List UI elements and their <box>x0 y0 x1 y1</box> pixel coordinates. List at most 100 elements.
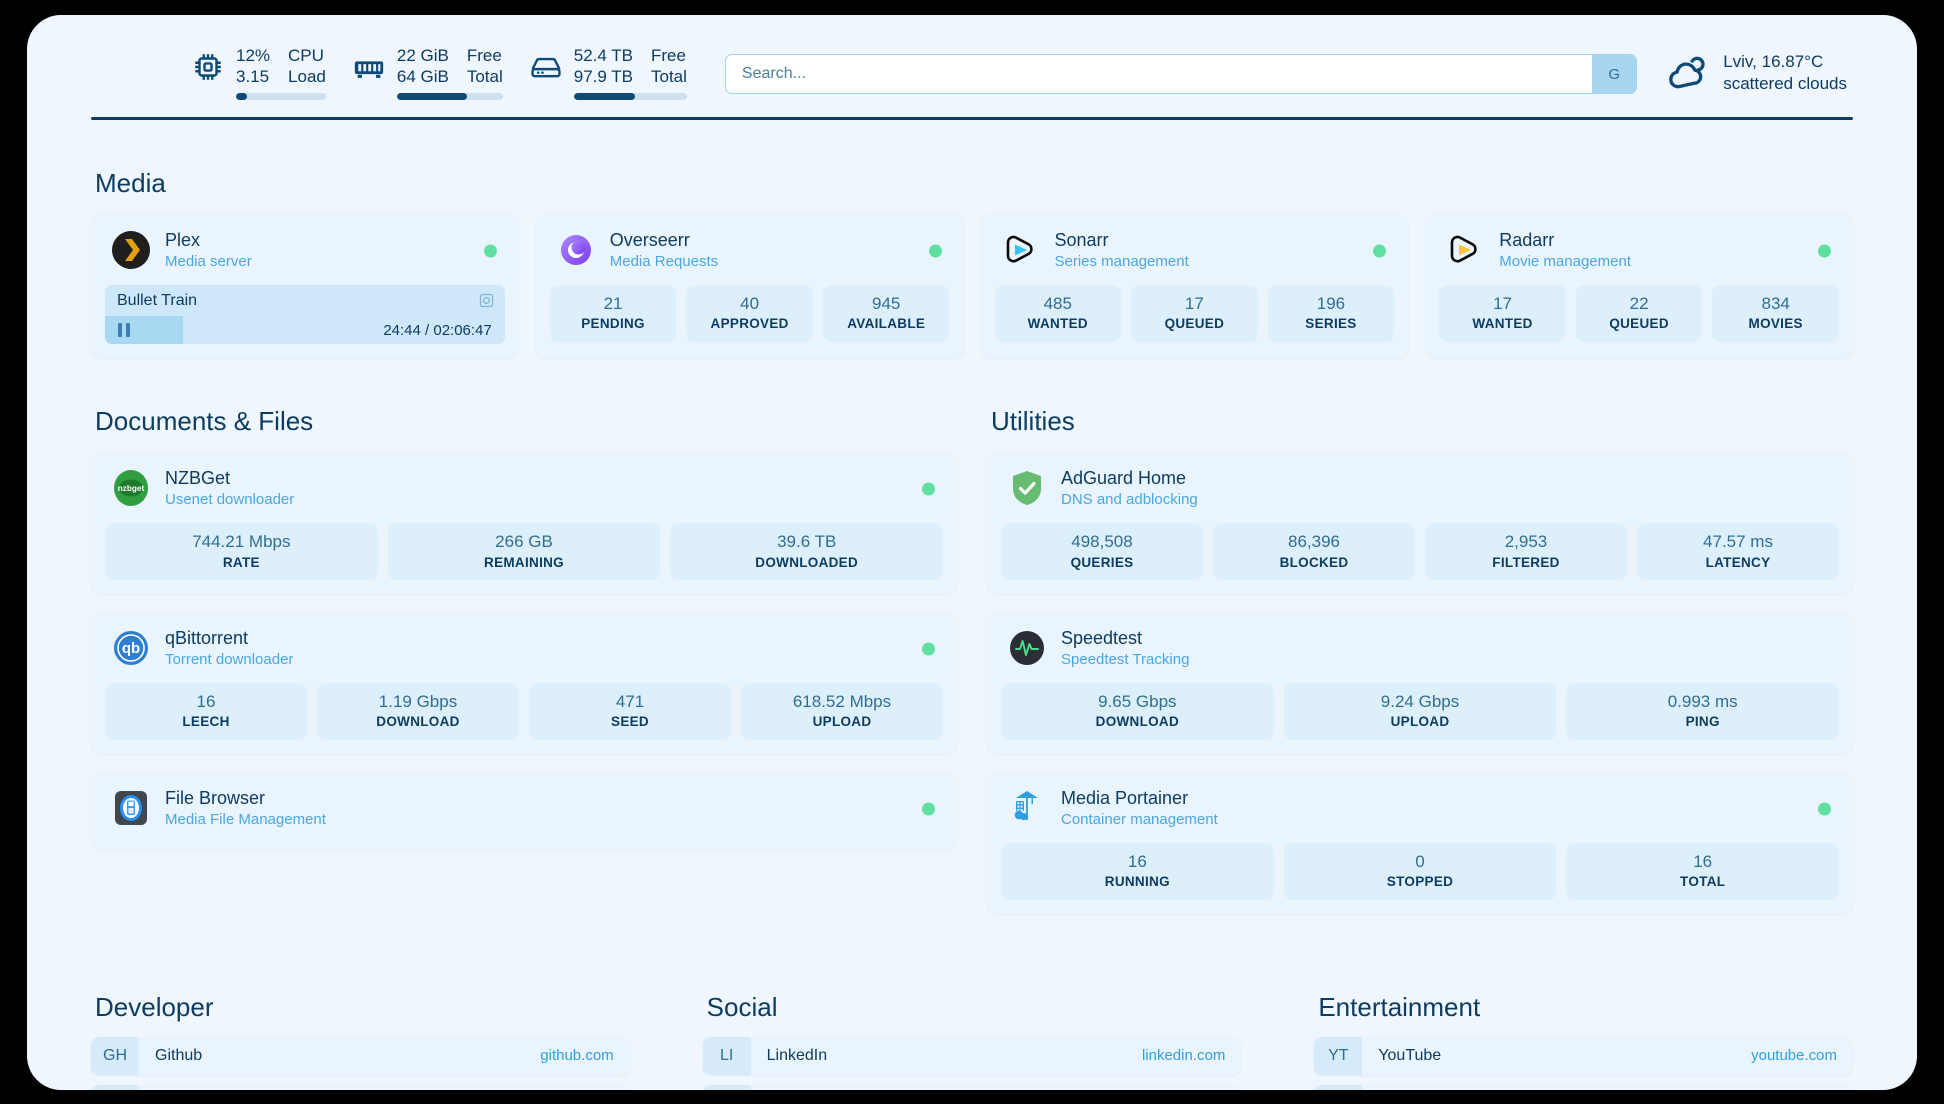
service-name: Media Portainer <box>1061 787 1189 808</box>
stat-tile: 266 GB REMAINING <box>387 523 661 581</box>
memory-free: 22 GiB <box>396 45 449 65</box>
service-description: Media server <box>165 253 252 271</box>
stat-tile: 21 PENDING <box>549 285 677 342</box>
service-card-plex[interactable]: Plex Media server Bullet Train <box>91 213 519 359</box>
card-header: Overseerr Media Requests <box>550 225 950 277</box>
card-header: AdGuard Home DNS and adblocking <box>1001 463 1839 515</box>
service-description: Torrent downloader <box>165 651 294 669</box>
stat-label: DOWNLOADED <box>755 554 859 570</box>
service-card-nzbget[interactable]: nzbget NZBGet Usenet downloader 74 <box>91 451 957 595</box>
plex-icon <box>111 230 151 270</box>
service-stats: 485 WANTED 17 QUEUED 196 SERIES <box>994 285 1395 342</box>
service-card-adguard-home[interactable]: AdGuard Home DNS and adblocking 498,508 … <box>987 451 1853 595</box>
status-badge <box>922 482 935 496</box>
dashboard-page: 12% 3.15 CPU Load <box>27 15 1917 1090</box>
bookmark-name: StackOverflow <box>139 1085 491 1090</box>
stat-value: 21 <box>603 294 623 314</box>
disk-usage-bar <box>573 93 687 101</box>
service-stats: 16 RUNNING 0 STOPPED 16 TOTAL <box>1001 843 1840 900</box>
service-name: Plex <box>165 230 201 250</box>
memory-usage-bar <box>396 93 503 101</box>
radarr-icon <box>1445 230 1485 270</box>
stat-label: LATENCY <box>1705 554 1771 570</box>
stat-label: DOWNLOAD <box>376 714 460 730</box>
bookmark-name: Github <box>155 1046 203 1064</box>
cpu-percent: 12% <box>236 45 271 65</box>
stat-tile: 16 LEECH <box>105 683 307 740</box>
service-card-file-browser[interactable]: File Browser Media File Management <box>91 770 957 850</box>
service-stats: 9.65 Gbps DOWNLOAD 9.24 Gbps UPLOAD 0.99… <box>1001 683 1840 740</box>
stat-value: 196 <box>1316 294 1346 314</box>
stat-tile: 2,953 FILTERED <box>1425 523 1627 581</box>
player-timestamp: 24:44 / 02:06:47 <box>383 321 492 339</box>
bookmark-item[interactable]: NF Netflix netflix.com <box>1314 1084 1853 1090</box>
stat-value: 0.993 ms <box>1667 692 1738 712</box>
overseerr-icon <box>556 230 596 270</box>
search-input[interactable] <box>725 55 1593 93</box>
bookmark-name: YouTube <box>1378 1046 1442 1064</box>
stat-label: MOVIES <box>1748 316 1803 332</box>
stat-tile: 39.6 TB DOWNLOADED <box>670 523 944 581</box>
stat-value: 17 <box>1184 294 1204 314</box>
cpu-icon <box>191 50 225 84</box>
stat-label: PING <box>1685 714 1720 730</box>
stat-tile: 47.57 ms LATENCY <box>1637 523 1839 581</box>
stat-value: 40 <box>740 294 760 314</box>
svg-text:qb: qb <box>122 640 140 657</box>
stat-value: 485 <box>1043 294 1072 314</box>
bookmark-url: twitter.com <box>1154 1085 1242 1090</box>
search-provider-button[interactable]: G <box>1592 55 1637 93</box>
stat-label: FILTERED <box>1492 554 1560 570</box>
media-card-grid: Plex Media server Bullet Train <box>91 213 1853 359</box>
stat-memory: 22 GiB 64 GiB Free Total <box>352 45 503 101</box>
section-title-media: Media <box>95 168 166 198</box>
service-card-overseerr[interactable]: Overseerr Media Requests 21 PENDING 40 A… <box>535 213 964 359</box>
stat-label: BLOCKED <box>1279 554 1349 570</box>
bookmark-abbr: LI <box>702 1036 751 1075</box>
search-box[interactable]: G <box>724 54 1638 94</box>
bookmark-name: Netflix <box>1362 1085 1765 1090</box>
pause-icon[interactable] <box>118 323 130 338</box>
utilities-column: Utilities AdGuard Home <box>987 358 1853 914</box>
stat-value: 744.21 Mbps <box>192 532 291 552</box>
service-card-radarr[interactable]: Radarr Movie management 17 WANTED 22 QUE… <box>1425 213 1853 359</box>
stat-label: STOPPED <box>1386 874 1454 890</box>
memory-label-top: Free <box>466 45 502 65</box>
stat-tile: 945 AVAILABLE <box>822 285 950 342</box>
stat-tile: 0 STOPPED <box>1283 843 1557 900</box>
status-badge <box>1373 244 1387 258</box>
service-stats: 21 PENDING 40 APPROVED 945 AVAILABLE <box>549 285 950 342</box>
search-area: G <box>687 54 1665 94</box>
stat-tile: 0.993 ms PING <box>1566 683 1840 740</box>
section-title-social: Social <box>706 991 778 1022</box>
bookmark-url: linkedin.com <box>1141 1047 1226 1065</box>
service-stats: 744.21 Mbps RATE 266 GB REMAINING 39.6 T… <box>105 523 944 581</box>
service-stats: 16 LEECH 1.19 Gbps DOWNLOAD 471 SEED <box>105 683 943 740</box>
service-card-media-portainer[interactable]: Media Portainer Container management 16 … <box>987 770 1853 914</box>
section-title-entertainment: Entertainment <box>1318 991 1481 1022</box>
stat-value: 471 <box>615 692 645 712</box>
stat-tile: 618.52 Mbps UPLOAD <box>741 683 943 740</box>
service-card-sonarr[interactable]: Sonarr Series management 485 WANTED 17 Q… <box>980 213 1409 359</box>
service-description: Container management <box>1061 810 1218 828</box>
bookmark-item[interactable]: TW Twitter twitter.com <box>702 1084 1242 1090</box>
stat-label: UPLOAD <box>1390 714 1450 730</box>
status-badge <box>1818 802 1831 816</box>
stat-label: SEED <box>611 714 649 730</box>
bookmark-item[interactable]: LI LinkedIn linkedin.com <box>702 1036 1242 1075</box>
dashboard-header: 12% 3.15 CPU Load <box>27 15 1917 103</box>
bookmark-item[interactable]: GH Github github.com <box>91 1036 630 1075</box>
stat-label: RUNNING <box>1104 874 1170 890</box>
svg-text:nzbget: nzbget <box>118 485 145 494</box>
bookmark-url: youtube.com <box>1751 1047 1837 1065</box>
memory-icon <box>352 50 386 84</box>
card-header: Sonarr Series management <box>995 225 1395 277</box>
service-card-qbittorrent[interactable]: qb qBittorrent Torrent downloader <box>91 611 957 754</box>
bookmark-item[interactable]: YT YouTube youtube.com <box>1314 1036 1853 1075</box>
player-progress-bar[interactable]: 24:44 / 02:06:47 <box>105 316 505 345</box>
bookmark-item[interactable]: SO StackOverflow stackoverflow.com <box>91 1084 630 1090</box>
service-card-speedtest[interactable]: Speedtest Speedtest Tracking 9.65 Gbps D… <box>987 611 1853 754</box>
stat-tile: 9.65 Gbps DOWNLOAD <box>1001 683 1274 740</box>
bookmark-group-entertainment: Entertainment YT YouTube youtube.com NF … <box>1314 944 1853 1090</box>
cast-icon[interactable] <box>478 292 495 309</box>
